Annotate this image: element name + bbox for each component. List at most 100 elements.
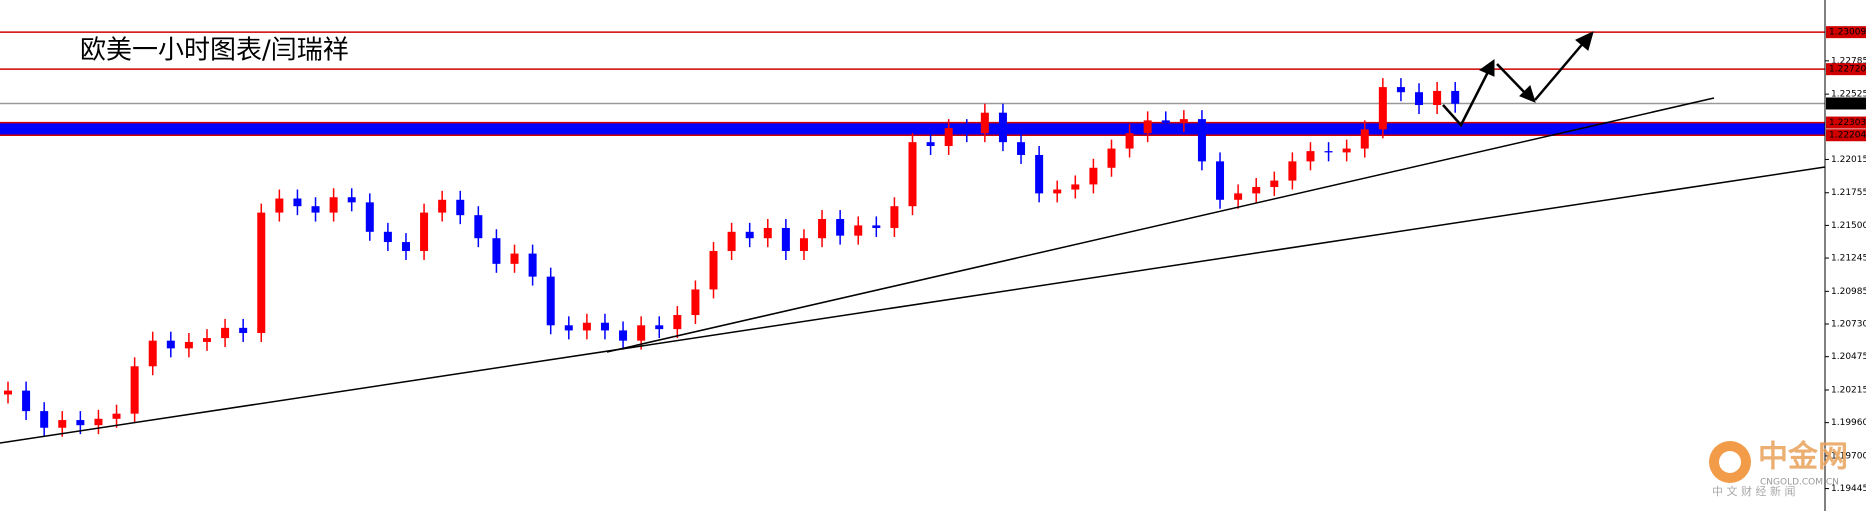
candle-body: [1360, 129, 1369, 149]
y-tick-label: 1.21245: [1831, 254, 1866, 264]
candle-body: [1143, 120, 1152, 134]
logo-inner: [1719, 451, 1741, 473]
candle-body: [799, 238, 808, 252]
candle-body: [1089, 167, 1098, 185]
candle-body: [1161, 120, 1170, 123]
candle-body: [980, 112, 989, 134]
candle-body: [1252, 186, 1261, 194]
arrow-head: [1478, 59, 1495, 77]
y-tick-label: 1.21500: [1831, 221, 1866, 231]
candle-body: [926, 142, 935, 146]
candle-body: [347, 197, 356, 203]
candle-body: [148, 340, 157, 367]
level-label: 1.23009: [1829, 28, 1866, 38]
candle-body: [745, 231, 754, 239]
watermark-tagline: 中 文 财 经 新 闻: [1712, 484, 1795, 498]
candle-body: [1017, 142, 1026, 155]
candle-body: [94, 418, 103, 426]
y-tick-label: 1.20985: [1831, 287, 1866, 297]
candle-body: [528, 253, 537, 277]
candle-body: [365, 202, 374, 232]
y-tick-label: 1.22525: [1831, 90, 1866, 100]
arrow-head: [1575, 31, 1594, 51]
candle-body: [691, 289, 700, 316]
level-label: 1.22720: [1829, 65, 1866, 75]
candle-body: [1342, 148, 1351, 153]
y-tick-label: 1.19445: [1831, 484, 1866, 494]
candle-body: [1306, 151, 1315, 162]
chart-title: 欧美一小时图表/闫瑞祥: [80, 36, 349, 66]
candle-body: [492, 238, 501, 264]
candle-body: [1433, 90, 1442, 106]
level-badge: [1826, 63, 1866, 76]
candle-body: [40, 411, 49, 428]
candle-body: [401, 242, 410, 252]
candle-body: [1071, 184, 1080, 190]
candle-body: [1179, 119, 1188, 123]
candle-body: [1378, 87, 1387, 130]
forecast-arrow: [1534, 40, 1586, 101]
candle-body: [293, 198, 302, 207]
candle-body: [1234, 193, 1243, 200]
y-tick-label: 1.20215: [1831, 385, 1866, 395]
candle-body: [1396, 87, 1405, 93]
candle-body: [474, 215, 483, 239]
candle-body: [1197, 119, 1206, 162]
candle-body: [420, 212, 429, 252]
candle-body: [1125, 133, 1134, 149]
watermark-domain: CNGOLD.COM.CN: [1760, 478, 1839, 488]
candle-body: [600, 322, 609, 331]
candle-body: [836, 219, 845, 236]
candle-body: [456, 199, 465, 216]
candle-body: [998, 112, 1007, 143]
candle-body: [872, 225, 881, 228]
trend-line: [0, 166, 1826, 444]
candle-body: [890, 206, 899, 228]
candle-body: [763, 227, 772, 239]
y-tick-label: 1.21755: [1831, 188, 1866, 198]
candle-body: [510, 253, 519, 264]
candle-body: [329, 197, 338, 213]
y-tick-label: 1.19700: [1831, 451, 1866, 461]
candle-body: [1288, 161, 1297, 181]
y-tick-label: 1.22015: [1831, 155, 1866, 165]
candle-body: [112, 413, 121, 419]
candle-body: [781, 227, 790, 252]
candle-body: [546, 276, 555, 326]
arrow-head: [1519, 85, 1536, 103]
level-badge: [1826, 97, 1866, 110]
candle-body: [962, 128, 971, 134]
candle-body: [166, 340, 175, 349]
candle-body: [22, 390, 31, 412]
level-label: 1.22303: [1829, 118, 1866, 128]
candle-body: [257, 212, 266, 333]
candle-body: [727, 231, 736, 252]
candle-body: [184, 341, 193, 349]
candle-body: [1451, 90, 1460, 104]
y-tick-label: 1.22785: [1831, 56, 1866, 66]
candle-body: [818, 219, 827, 239]
candle-body: [655, 325, 664, 330]
candle-body: [944, 128, 953, 146]
candle-body: [854, 225, 863, 236]
candle-body: [1324, 151, 1333, 153]
watermark-name: 中金网: [1758, 440, 1848, 475]
candle-body: [239, 327, 248, 333]
candle-body: [673, 315, 682, 330]
y-tick-label: 1.20475: [1831, 352, 1866, 362]
level-badge: [1826, 129, 1866, 142]
candle-body: [1270, 180, 1279, 187]
trend-line: [606, 97, 1715, 353]
candle-body: [4, 390, 12, 395]
candle-body: [221, 327, 230, 339]
candle-body: [202, 338, 211, 342]
candle-body: [130, 366, 139, 414]
candle-body: [383, 231, 392, 243]
level-label: 1.22204: [1829, 131, 1866, 141]
candle-body: [1035, 154, 1044, 194]
candle-body: [1107, 148, 1116, 168]
candle-body: [58, 420, 67, 428]
candle-body: [1053, 189, 1062, 194]
candle-body: [1415, 92, 1424, 106]
